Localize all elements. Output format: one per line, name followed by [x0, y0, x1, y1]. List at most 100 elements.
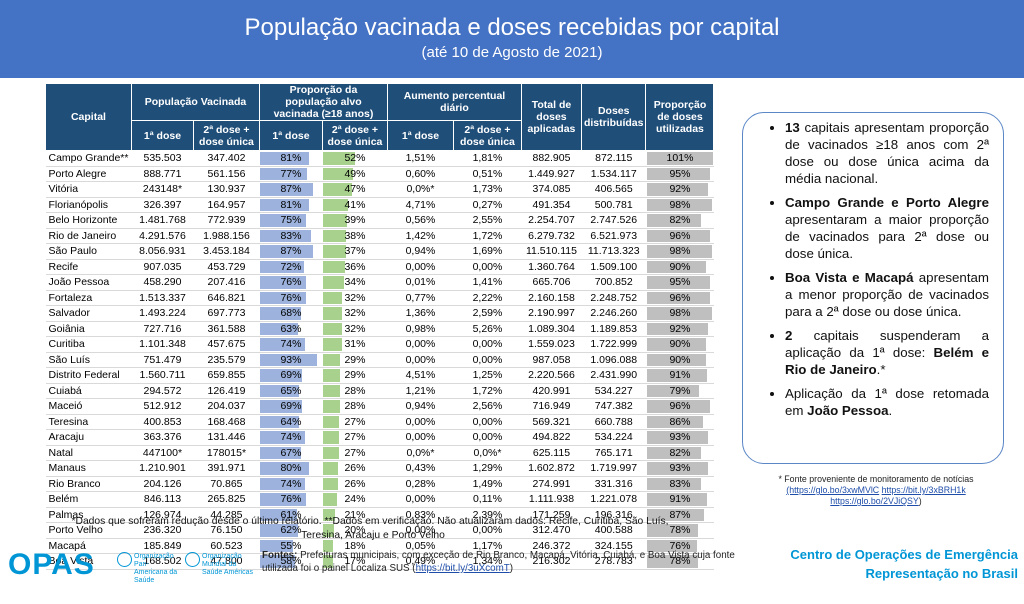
cell-pop-d2: 130.937: [193, 181, 260, 198]
subheader-aum-d2: 2ª dose + dose única: [452, 120, 522, 151]
cell-aumento-d1: 0,83%: [387, 507, 454, 523]
cell-prop-d2: 27%: [322, 429, 388, 446]
cell-proporcao-utilizadas-bar: [646, 415, 704, 428]
cell-aumento-d2: 0,51%: [453, 166, 522, 182]
cell-total-doses: 11.510.115: [521, 243, 582, 260]
cell-prop-d1-value: 63%: [280, 322, 302, 335]
cell-total-doses: 1.360.764: [521, 259, 582, 275]
cell-aumento-d1: 0,0%*: [387, 445, 454, 461]
cell-total-doses: 274.991: [521, 476, 582, 492]
highlight-3: Boa Vista e Macapá apresentam a menor pr…: [785, 269, 989, 320]
cell-capital: Distrito Federal: [45, 367, 132, 384]
news-link-1[interactable]: (https://glo.bo/3xwMVlC: [786, 485, 880, 495]
cell-pop-d1: 1.101.348: [131, 336, 194, 353]
sources-close: ): [509, 563, 514, 574]
cell-aumento-d1: 0,43%: [387, 460, 454, 477]
cell-prop-d2-value: 27%: [344, 415, 366, 428]
cell-total-doses: 1.449.927: [521, 166, 582, 182]
cell-capital: Rio Branco: [45, 476, 132, 492]
cell-prop-d2-bar: [323, 229, 347, 242]
news-link-3[interactable]: https://glo.bo/2VJiQSY: [830, 496, 919, 506]
cell-total-doses: 1.559.023: [521, 336, 582, 353]
cell-capital: Vitória: [45, 181, 132, 198]
cell-proporcao-utilizadas-value: 92%: [669, 322, 691, 335]
highlight-1: 13 capitais apresentam proporção de vaci…: [785, 119, 989, 187]
cell-proporcao-utilizadas-value: 90%: [669, 353, 691, 366]
cell-total-doses: 420.991: [521, 383, 582, 399]
cell-prop-d2: 26%: [322, 460, 388, 477]
cell-prop-d1-bar: [260, 338, 306, 351]
highlight-4-strong2: Belém e Rio de Janeiro: [785, 345, 990, 377]
cell-proporcao-utilizadas: 92%: [645, 321, 714, 337]
news-source-text: * Fonte proveniente de monitoramento de …: [778, 474, 974, 484]
cell-prop-d1-bar: [260, 508, 297, 521]
page-subtitle: (até 10 de Agosto de 2021): [421, 44, 603, 61]
cell-prop-d1-value: 58%: [280, 555, 302, 568]
table-row: Palmas 126.974 44.285 61% 21% 0,83% 2,39% 171.2…: [45, 507, 714, 523]
cell-doses-distribuidas: 2.246.260: [581, 305, 646, 322]
cell-doses-distribuidas: 534.224: [581, 429, 646, 446]
highlight-2-text: apresentaram a maior proporção de vacina…: [785, 212, 989, 261]
header-aumento: Aumento percentual diário: [386, 83, 522, 121]
cell-prop-d2: 31%: [322, 336, 388, 353]
cell-prop-d1-value: 69%: [280, 400, 302, 413]
cell-proporcao-utilizadas-value: 90%: [669, 338, 691, 351]
cell-pop-d2: 60.523: [193, 538, 260, 554]
cell-aumento-d1: 0,56%: [387, 212, 454, 229]
cell-prop-d1-bar: [260, 493, 307, 506]
cell-prop-d1-value: 67%: [280, 446, 302, 459]
cell-aumento-d2: 1,29%: [453, 460, 522, 477]
cell-prop-d2: 32%: [322, 305, 388, 322]
highlight-1-strong: 13: [785, 120, 800, 135]
cell-prop-d1-bar: [260, 415, 299, 428]
highlight-5-strong: João Pessoa: [807, 403, 889, 418]
cell-prop-d1: 72%: [259, 259, 323, 275]
cell-pop-d2: 646.821: [193, 290, 260, 306]
news-link-2[interactable]: https://bit.ly/3xBRH1k: [881, 485, 966, 495]
sources-link[interactable]: https://bit.ly/3uXcomT: [415, 563, 510, 574]
cell-pop-d2: 178015*: [193, 445, 260, 461]
cell-proporcao-utilizadas-bar: [646, 431, 709, 444]
cell-pop-d2: 265.825: [193, 491, 260, 508]
cell-prop-d2-bar: [323, 291, 343, 304]
cell-prop-d2-value: 26%: [344, 462, 366, 475]
cell-prop-d2: 28%: [322, 383, 388, 399]
cell-prop-d2-bar: [323, 338, 342, 351]
cell-capital: João Pessoa: [45, 274, 132, 291]
cell-prop-d2-value: 18%: [344, 539, 366, 552]
highlight-3-strong: Boa Vista e Macapá: [785, 270, 914, 285]
cell-prop-d1: 87%: [259, 243, 323, 260]
cell-doses-distribuidas: 331.316: [581, 476, 646, 492]
cell-prop-d2-bar: [323, 198, 349, 211]
cell-proporcao-utilizadas-bar: [646, 400, 711, 413]
cell-proporcao-utilizadas-value: 82%: [669, 446, 691, 459]
cell-proporcao-utilizadas: 93%: [645, 429, 714, 446]
cell-aumento-d1: 0,00%: [387, 259, 454, 275]
cell-aumento-d1: 0,00%: [387, 414, 454, 430]
cell-prop-d2-bar: [323, 524, 335, 537]
cell-proporcao-utilizadas: 91%: [645, 491, 714, 508]
cell-prop-d1-bar: [260, 167, 307, 180]
table-row: Cuiabá 294.572 126.419 65% 28% 1,21% 1,72% 420.…: [45, 383, 714, 399]
cell-aumento-d1: 0,49%: [387, 553, 454, 570]
cell-capital: Teresina: [45, 414, 132, 430]
cell-prop-d2-value: 26%: [344, 477, 366, 490]
cell-aumento-d1: 0,77%: [387, 290, 454, 306]
cell-aumento-d2: 2,39%: [453, 507, 522, 523]
cell-total-doses: 1.602.872: [521, 460, 582, 477]
cell-capital: São Paulo: [45, 243, 132, 260]
cell-proporcao-utilizadas-value: 78%: [669, 555, 691, 568]
table-row: Belo Horizonte 1.481.768 772.939 75% 39% 0,56…: [45, 212, 714, 229]
cell-prop-d1-value: 72%: [280, 260, 302, 273]
cell-total-doses: 1.111.938: [521, 491, 582, 508]
cell-prop-d2-value: 34%: [344, 276, 366, 289]
cell-aumento-d2: 1,41%: [453, 274, 522, 291]
cell-prop-d1-value: 87%: [280, 245, 302, 258]
cell-proporcao-utilizadas-bar: [646, 524, 699, 537]
cell-prop-d2-bar: [323, 400, 340, 413]
cell-doses-distribuidas: 1.096.088: [581, 352, 646, 368]
cell-pop-d2: 76.150: [193, 522, 260, 539]
cell-capital: Maceió: [45, 398, 132, 415]
header-proporcao: Proporção da população alvo vacinada (≥1…: [258, 83, 388, 121]
emergency-center-line-2: Representação no Brasil: [865, 566, 1018, 581]
